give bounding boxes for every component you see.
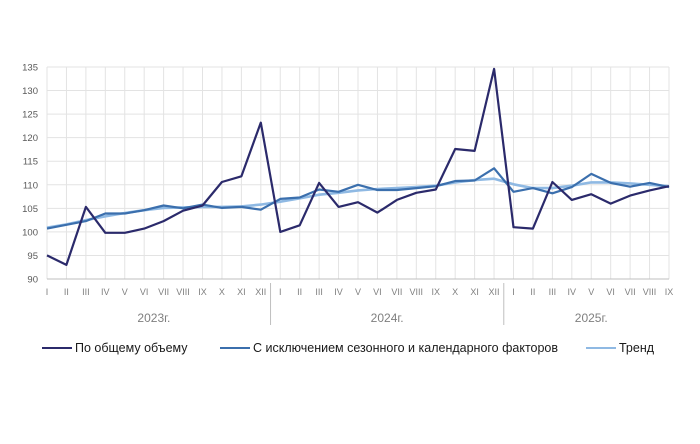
legend-item-seasonally-adjusted: С исключением сезонного и календарного ф…	[220, 341, 558, 355]
y-tick-label: 95	[27, 251, 38, 262]
x-tick-label: XII	[489, 287, 500, 297]
x-tick-label: IV	[568, 287, 577, 297]
legend-label: Тренд	[619, 341, 655, 355]
x-tick-label: VI	[140, 287, 149, 297]
x-tick-label: VII	[625, 287, 636, 297]
y-tick-label: 115	[23, 157, 38, 168]
x-tick-label: IX	[665, 287, 674, 297]
x-tick-label: XI	[237, 287, 246, 297]
x-tick-label: VIII	[176, 287, 190, 297]
y-tick-label: 100	[22, 227, 38, 238]
x-axis: I II III IV V VI VII VIII IX X XI XII I II III IV V VI VII…	[46, 278, 674, 325]
y-tick-label: 120	[22, 133, 38, 144]
y-axis: 90 95 100 105 110 115 120 125 130 135	[22, 63, 38, 286]
y-tick-label: 135	[22, 63, 38, 74]
x-tick-label: V	[122, 287, 128, 297]
x-tick-label: IV	[101, 287, 110, 297]
x-tick-label: V	[588, 287, 594, 297]
legend-label: С исключением сезонного и календарного ф…	[253, 341, 559, 355]
x-tick-label: IX	[431, 287, 440, 297]
x-tick-label: II	[297, 287, 302, 297]
series-lines	[46, 67, 670, 266]
y-tick-label: 105	[22, 204, 38, 215]
year-label: 2025г.	[575, 311, 608, 325]
year-label: 2024г.	[371, 311, 404, 325]
legend-item-trend: Тренд	[586, 341, 654, 355]
x-tick-label: IX	[198, 287, 207, 297]
x-tick-label: I	[512, 287, 515, 297]
y-tick-label: 125	[22, 110, 38, 121]
x-tick-label: II	[530, 287, 535, 297]
x-tick-label: X	[452, 287, 458, 297]
x-tick-label: III	[315, 287, 323, 297]
x-tick-label: VIII	[410, 287, 424, 297]
legend: По общему объему С исключением сезонного…	[0, 341, 700, 361]
grid-lines	[46, 66, 670, 280]
x-tick-label: VI	[606, 287, 615, 297]
y-tick-label: 130	[22, 86, 38, 97]
x-tick-label: II	[64, 287, 69, 297]
x-tick-label: III	[82, 287, 90, 297]
x-tick-label: III	[549, 287, 557, 297]
y-tick-label: 110	[23, 180, 38, 191]
legend-line-icon	[42, 347, 72, 349]
legend-label: По общему объему	[75, 341, 188, 355]
x-tick-label: VII	[391, 287, 402, 297]
x-tick-label: I	[46, 287, 49, 297]
x-tick-label: X	[219, 287, 225, 297]
series-line	[46, 167, 670, 230]
series-line	[46, 67, 670, 266]
x-tick-label: XII	[255, 287, 266, 297]
legend-item-total: По общему объему	[42, 341, 188, 355]
legend-line-icon	[586, 347, 616, 349]
x-tick-label: XI	[470, 287, 479, 297]
y-tick-label: 90	[27, 275, 38, 286]
x-tick-label: VI	[373, 287, 382, 297]
x-tick-label: I	[279, 287, 282, 297]
x-tick-label: VII	[158, 287, 169, 297]
x-tick-label: IV	[334, 287, 343, 297]
x-tick-label: V	[355, 287, 361, 297]
x-tick-label: VIII	[643, 287, 657, 297]
legend-line-icon	[220, 347, 250, 349]
year-label: 2023г.	[137, 311, 170, 325]
